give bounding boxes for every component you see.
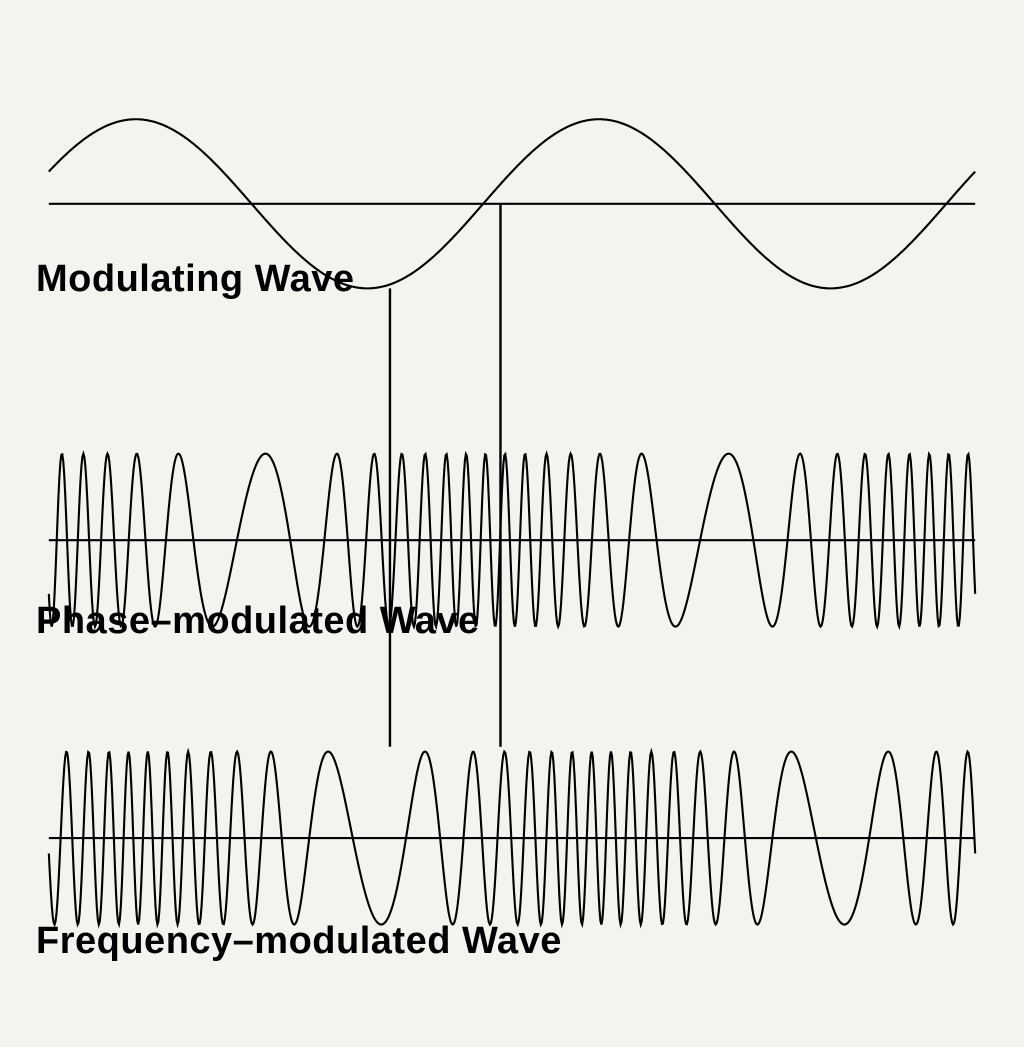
label-frequency-modulated: Frequency–modulated Wave [36,920,562,963]
label-modulating: Modulating Wave [36,258,355,301]
label-phase-modulated: Phase–modulated Wave [36,600,480,643]
diagram-container: Modulating Wave Phase–modulated Wave Fre… [0,0,1024,1007]
waves-svg [20,40,1004,1047]
